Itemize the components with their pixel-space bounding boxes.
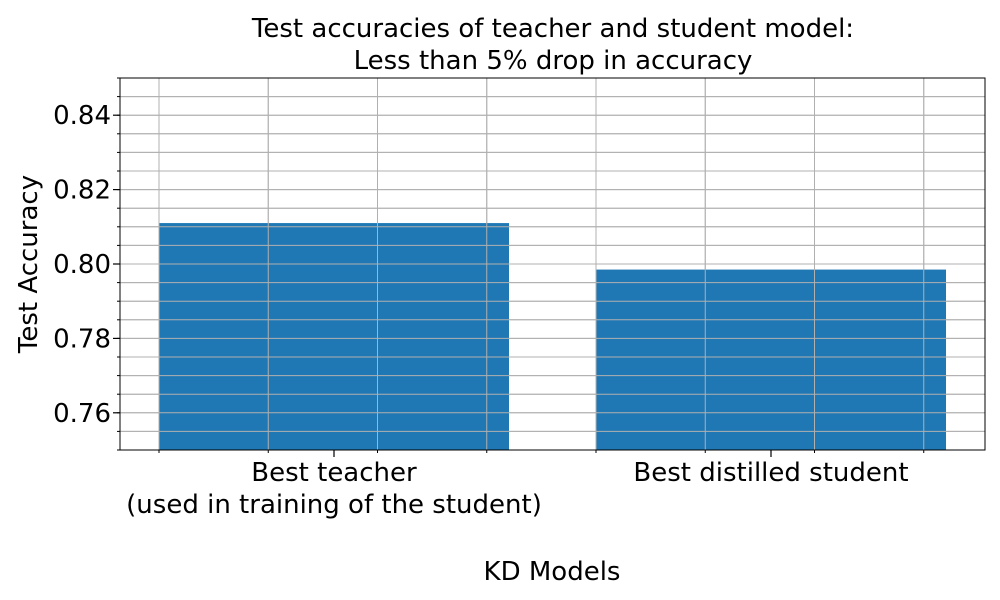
- x-tick-label: Best teacher: [251, 458, 417, 488]
- y-tick-label: 0.76: [53, 399, 111, 429]
- y-tick-label: 0.80: [53, 250, 111, 280]
- x-tick-label: Best distilled student: [633, 458, 908, 488]
- grid-over-layer: [120, 78, 985, 450]
- bar-layer: [159, 223, 946, 450]
- y-axis-label: Test Accuracy: [14, 175, 44, 354]
- x-tick-label: (used in training of the student): [126, 490, 542, 520]
- x-axis-label: KD Models: [484, 557, 621, 587]
- chart-title-line-2: Less than 5% drop in accuracy: [354, 46, 753, 76]
- y-axis-ticks: 0.76 0.78 0.80 0.82 0.84: [53, 77, 120, 451]
- bar-2: [596, 269, 946, 450]
- y-tick-label: 0.82: [53, 176, 111, 206]
- chart-title-line-1: Test accuracies of teacher and student m…: [251, 14, 854, 44]
- x-axis-ticks: Best teacher(used in training of the stu…: [126, 450, 925, 520]
- y-tick-label: 0.84: [53, 101, 111, 131]
- bar-1: [159, 223, 509, 450]
- y-tick-label: 0.78: [53, 324, 111, 354]
